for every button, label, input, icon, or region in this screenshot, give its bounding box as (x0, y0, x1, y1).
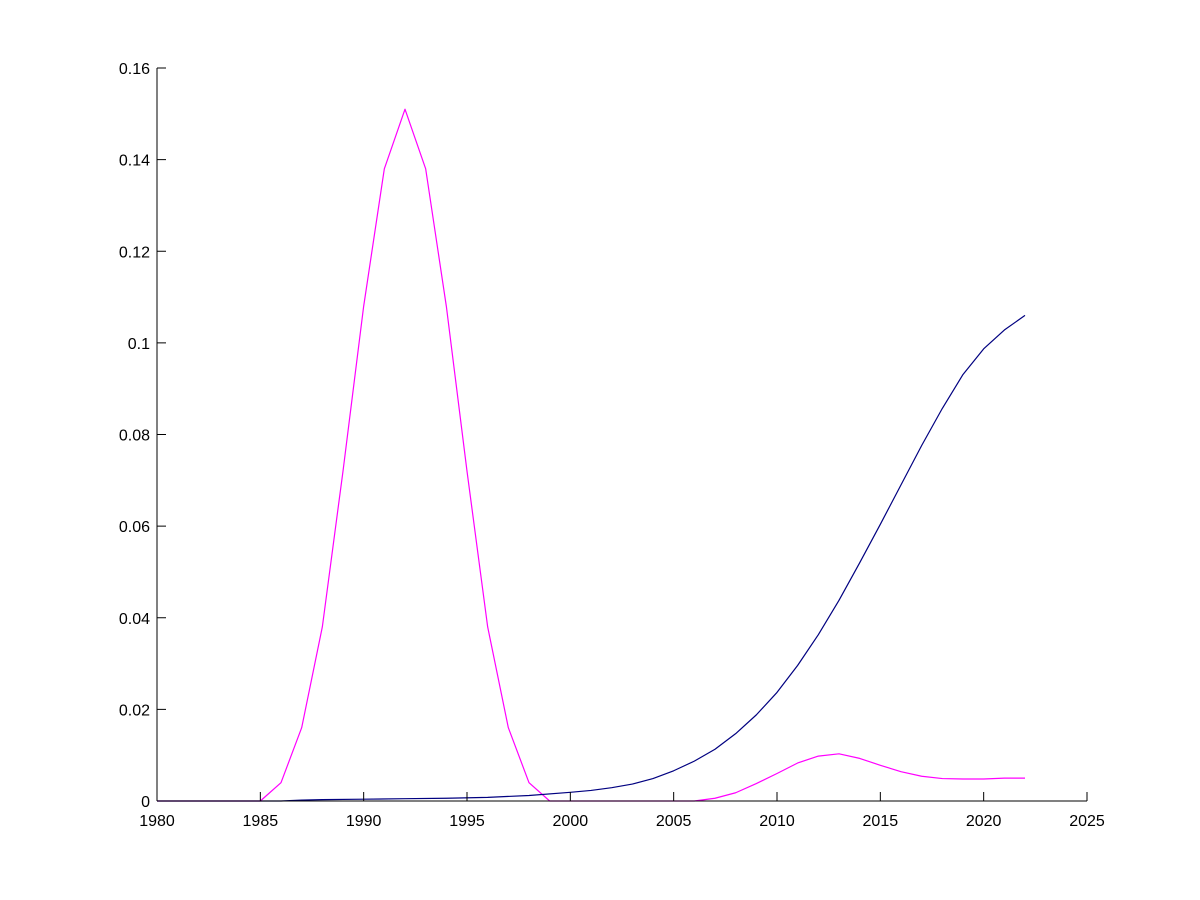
x-tick-label: 1985 (243, 813, 279, 830)
x-tick-label: 1990 (346, 813, 382, 830)
x-tick-label: 2005 (656, 813, 692, 830)
y-tick-label: 0.16 (119, 61, 150, 78)
x-tick-label: 2020 (966, 813, 1002, 830)
y-tick-label: 0.02 (119, 702, 150, 719)
y-tick-label: 0 (141, 794, 150, 811)
axes: 1980 1985 1990 1995 2000 2005 2010 2015 2020 2025… (119, 61, 1105, 830)
x-tick-label: 2010 (759, 813, 795, 830)
x-axis-ticks: 1980 1985 1990 1995 2000 2005 2010 2015 2020 2025 (139, 792, 1105, 830)
y-axis-ticks: 0 0.02 0.04 0.06 0.08 0.1 0.12 0.14 0.16 (119, 61, 166, 811)
x-tick-label: 2025 (1069, 813, 1105, 830)
y-tick-label: 0.14 (119, 153, 150, 170)
y-tick-label: 0.08 (119, 428, 150, 445)
x-tick-label: 2015 (863, 813, 899, 830)
x-tick-label: 2000 (553, 813, 589, 830)
y-tick-label: 0.1 (128, 336, 150, 353)
y-tick-label: 0.06 (119, 519, 150, 536)
y-tick-label: 0.04 (119, 611, 150, 628)
series-line-2 (157, 314, 1026, 802)
x-tick-label: 1995 (449, 813, 485, 830)
x-tick-label: 1980 (139, 813, 175, 830)
y-tick-label: 0.12 (119, 244, 150, 261)
